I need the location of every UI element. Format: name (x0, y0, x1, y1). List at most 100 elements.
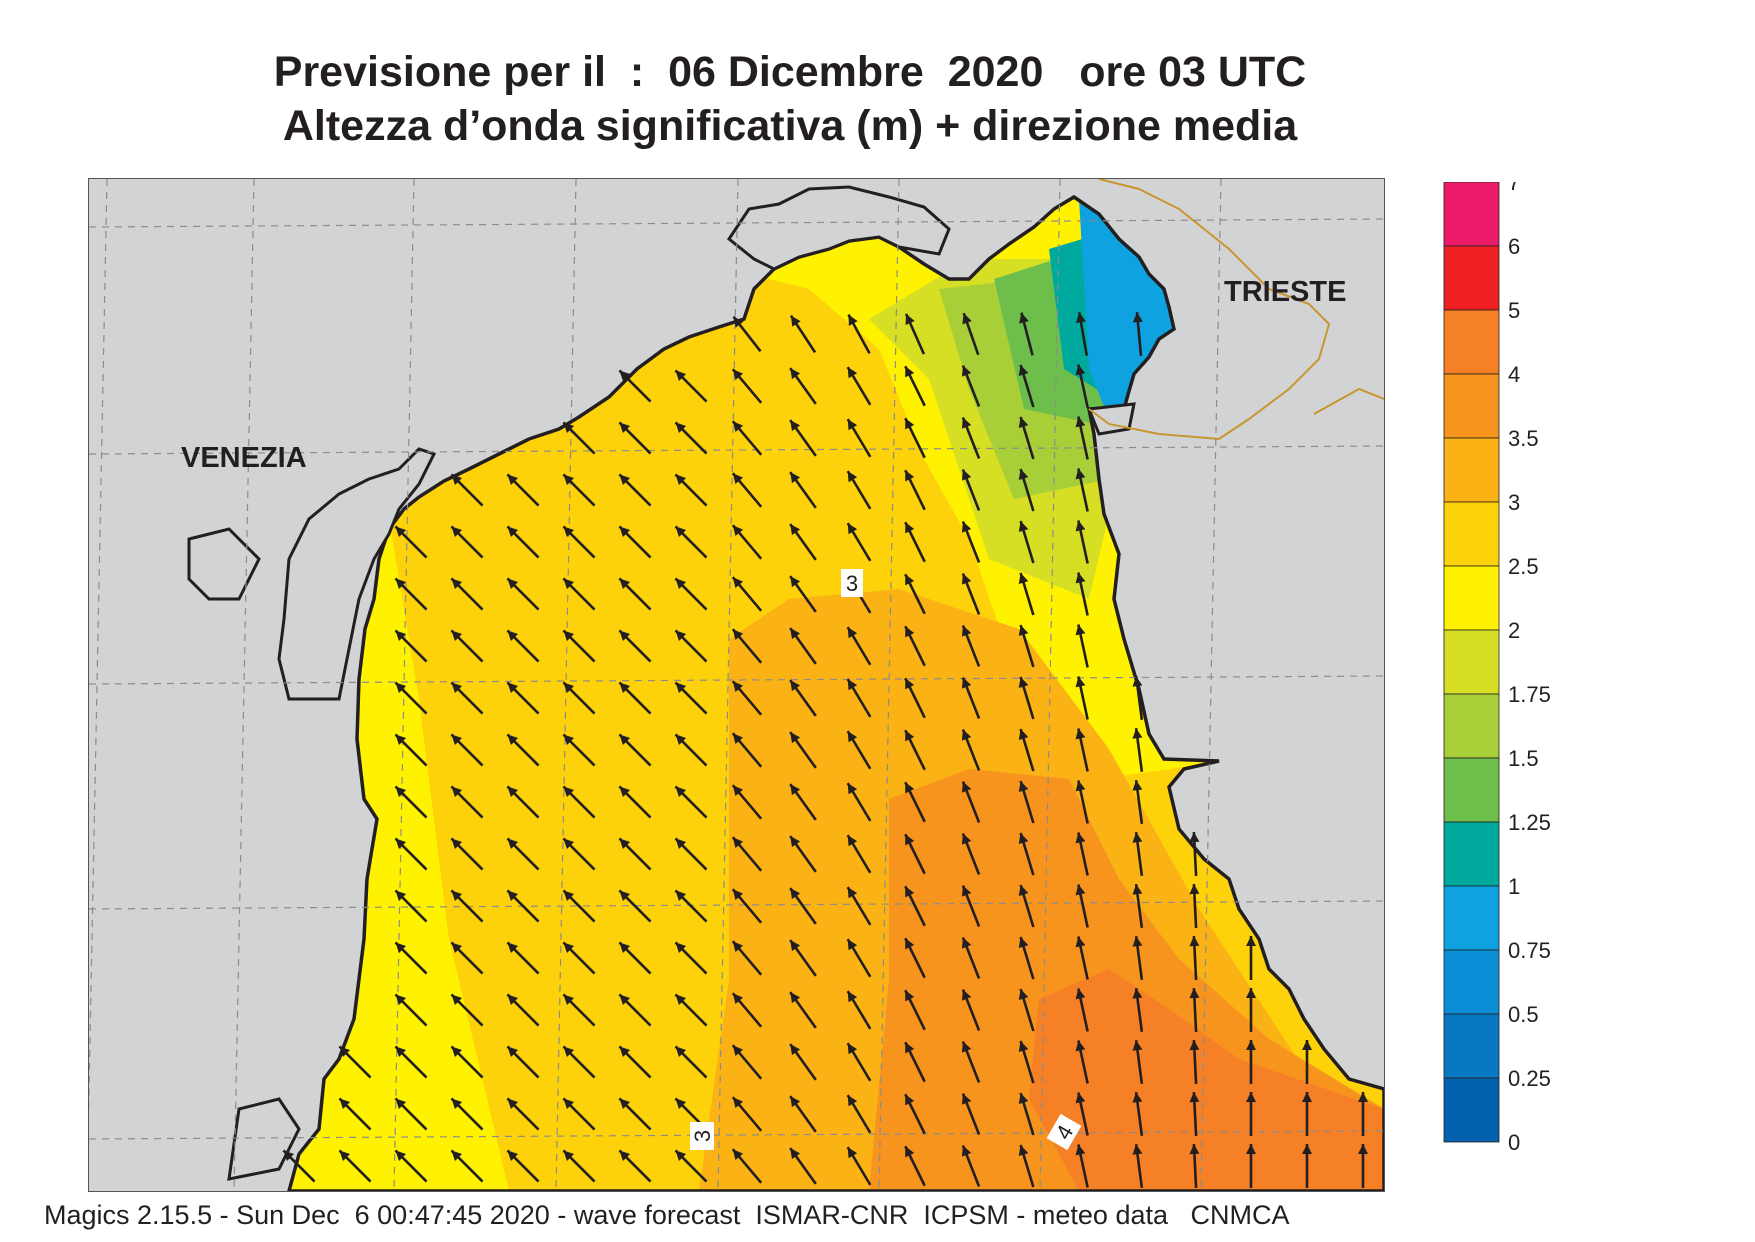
wave-direction-arrow (847, 314, 871, 354)
wave-direction-arrow (674, 577, 708, 611)
legend-tick-label: 1.25 (1508, 810, 1551, 835)
wave-direction-arrow (731, 524, 763, 560)
wave-direction-arrow (394, 1149, 428, 1183)
wave-direction-arrow (1075, 936, 1089, 980)
wave-direction-arrow (961, 729, 981, 771)
wave-direction-arrow (904, 1145, 926, 1187)
wave-direction-arrow (1075, 572, 1089, 616)
wave-direction-arrow (961, 573, 981, 615)
wave-direction-arrow (338, 1045, 372, 1079)
wave-direction-arrow (674, 369, 708, 403)
wave-direction-arrow (674, 785, 708, 819)
wave-direction-arrow (562, 525, 596, 559)
wave-direction-arrow (1018, 364, 1035, 408)
legend-tick-label: 4 (1508, 362, 1520, 387)
wave-direction-arrow (1018, 572, 1035, 616)
wave-direction-arrow (1075, 676, 1089, 720)
wave-direction-arrow (1132, 884, 1144, 928)
wave-direction-arrow (562, 889, 596, 923)
wave-direction-arrow (846, 730, 872, 770)
wave-direction-arrow (562, 681, 596, 715)
wave-direction-arrow (789, 575, 817, 613)
wave-direction-arrow (1075, 520, 1089, 564)
wave-direction-arrow (1189, 987, 1200, 1033)
wave-direction-arrow (1076, 312, 1089, 356)
wave-direction-arrow (789, 367, 817, 405)
wave-direction-arrow (904, 833, 926, 875)
wave-direction-arrow (731, 732, 763, 768)
wave-direction-arrow (450, 733, 484, 767)
wave-direction-arrow (846, 938, 872, 978)
wave-direction-arrow (1018, 1040, 1035, 1084)
wave-direction-arrow (904, 521, 926, 563)
legend-swatch (1443, 245, 1500, 311)
wave-direction-arrow (731, 1096, 763, 1132)
wave-direction-arrow (562, 629, 596, 663)
wave-direction-arrow (962, 312, 980, 356)
wave-direction-arrow (618, 785, 652, 819)
wave-direction-arrow (904, 677, 926, 719)
wave-direction-arrow (1246, 1144, 1256, 1188)
wave-direction-arrow (731, 836, 763, 872)
lagoon-islet-2 (227, 1097, 301, 1181)
legend-swatch (1443, 629, 1500, 695)
wave-direction-arrow (846, 1094, 872, 1134)
wave-direction-arrow (674, 1045, 708, 1079)
wave-direction-arrow (618, 473, 652, 507)
wave-direction-arrow (618, 369, 652, 403)
wave-direction-arrow (731, 368, 763, 404)
legend-swatch (1443, 501, 1500, 567)
parallel-line (89, 900, 1384, 910)
wave-direction-arrow (731, 628, 763, 664)
wave-direction-arrow (1189, 883, 1200, 929)
legend-swatch (1443, 309, 1500, 375)
footer-credits: Magics 2.15.5 - Sun Dec 6 00:47:45 2020 … (44, 1200, 1290, 1230)
wave-direction-arrow (562, 837, 596, 871)
wave-direction-arrow (562, 733, 596, 767)
wave-direction-arrow (618, 1045, 652, 1079)
wave-direction-arrow (674, 1149, 708, 1183)
wave-direction-arrow (904, 1041, 926, 1083)
wave-direction-arrow (450, 577, 484, 611)
wave-direction-arrow (789, 939, 817, 977)
wave-direction-arrow (506, 473, 540, 507)
legend-swatch (1443, 373, 1500, 439)
wave-direction-arrow (731, 1044, 763, 1080)
wave-direction-arrow (450, 889, 484, 923)
wave-direction-arrow (789, 887, 817, 925)
wave-direction-arrow (789, 523, 817, 561)
wave-direction-arrow (846, 366, 872, 406)
wave-direction-arrow (562, 577, 596, 611)
wave-direction-arrow (282, 1149, 316, 1183)
wave-direction-arrow (506, 993, 540, 1027)
wave-direction-arrow (674, 941, 708, 975)
wave-direction-arrow (1018, 1092, 1035, 1136)
wave-direction-arrow (1018, 832, 1035, 876)
wave-direction-arrow (1246, 1092, 1256, 1136)
wave-direction-arrow (562, 1097, 596, 1131)
wave-direction-arrow (904, 781, 926, 823)
wave-direction-arrow (394, 941, 428, 975)
national-border (1088, 179, 1331, 441)
wave-direction-arrow (1189, 831, 1200, 877)
wave-direction-arrow (1018, 1144, 1035, 1188)
wave-direction-arrow (506, 941, 540, 975)
map-title-line1: Previsione per il : 06 Dicembre 2020 ore… (273, 48, 1307, 96)
legend-canvas: 7 6 5 4 3.5 3 2.5 2 1.75 1.5 1.25 1 0.75 0.5 0.25 0 (1443, 170, 1551, 1155)
wave-direction-arrow (961, 469, 981, 511)
wave-direction-arrow (674, 525, 708, 559)
legend-swatch (1443, 949, 1500, 1015)
wave-direction-arrow (961, 885, 981, 927)
wave-direction-arrow (506, 889, 540, 923)
legend-tick-label: 0.5 (1508, 1002, 1539, 1027)
wave-direction-arrow (562, 1045, 596, 1079)
wave-direction-arrow (731, 888, 763, 924)
contour-label-3-north: 3 (841, 569, 863, 597)
contour-label-4: 4 (1046, 1113, 1082, 1151)
wave-direction-arrow (562, 473, 596, 507)
wave-direction-arrow (1246, 988, 1256, 1032)
wave-direction-arrow (1075, 364, 1089, 408)
wave-direction-arrow (618, 1149, 652, 1183)
map-title-line2: Altezza d’onda significativa (m) + direz… (282, 102, 1298, 150)
legend-swatch (1443, 437, 1500, 503)
